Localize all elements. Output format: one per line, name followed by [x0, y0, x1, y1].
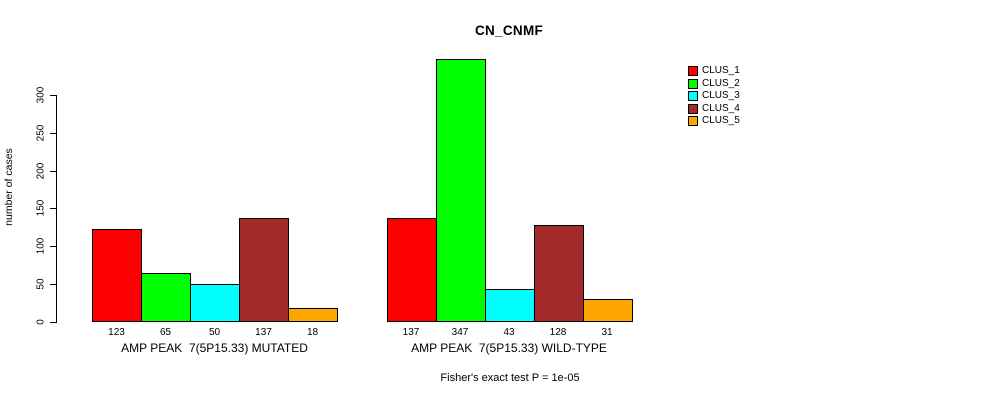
- bar-value-label: 137: [255, 327, 272, 338]
- bar-value-label: 31: [601, 327, 613, 338]
- group-label: AMP PEAK 7(5P15.33) MUTATED: [121, 341, 308, 355]
- y-axis-label: number of cases: [3, 148, 15, 226]
- y-tick-label: 50: [35, 278, 47, 290]
- bar-value-label: 65: [159, 327, 172, 338]
- y-tick-label: 250: [35, 124, 47, 142]
- y-tick-label: 0: [35, 319, 47, 325]
- bar-value-label: 43: [503, 327, 515, 338]
- y-tick-mark: [50, 133, 57, 134]
- legend-label-clus_3: CLUS_3: [702, 90, 740, 101]
- legend-label-clus_2: CLUS_2: [702, 77, 740, 89]
- bar-clus_1: [386, 218, 437, 322]
- y-tick-label: 100: [35, 237, 47, 255]
- bar-value-label: 347: [451, 327, 469, 338]
- legend-swatch-clus_2: [688, 78, 698, 89]
- bar-clus_5: [288, 308, 338, 322]
- y-tick-label: 200: [35, 162, 47, 180]
- bar-clus_3: [190, 284, 240, 322]
- fisher-test-annotation: Fisher's exact test P = 1e-05: [440, 372, 580, 384]
- bar-clus_2: [141, 273, 191, 322]
- y-tick-mark: [50, 284, 57, 285]
- y-axis-line: [56, 95, 57, 323]
- bar-value-label: 128: [549, 327, 567, 338]
- chart-title: CN_CNMF: [474, 23, 544, 38]
- bar-clus_4: [239, 218, 289, 322]
- bar-clus_4: [533, 225, 584, 322]
- y-tick-label: 300: [35, 86, 47, 104]
- legend-label-clus_1: CLUS_1: [702, 65, 740, 76]
- y-tick-mark: [50, 246, 57, 247]
- bar-value-label: 18: [306, 327, 319, 338]
- y-tick-mark: [50, 95, 57, 96]
- legend-swatch-clus_5: [688, 116, 698, 126]
- group-label: AMP PEAK 7(5P15.33) WILD-TYPE: [411, 341, 607, 355]
- bar-value-label: 123: [108, 327, 125, 338]
- bar-value-label: 50: [208, 327, 221, 338]
- y-tick-mark: [50, 322, 57, 323]
- bar-value-label: 137: [402, 327, 420, 338]
- bar-clus_5: [582, 299, 633, 322]
- y-tick-mark: [50, 208, 57, 209]
- y-tick-label: 150: [35, 199, 47, 217]
- legend-swatch-clus_1: [688, 66, 698, 76]
- legend-label-clus_4: CLUS_4: [702, 102, 740, 114]
- bar-clus_1: [92, 229, 142, 322]
- legend-swatch-clus_4: [688, 103, 698, 114]
- bar-clus_2: [435, 59, 486, 322]
- y-tick-mark: [50, 171, 57, 172]
- bar-clus_3: [484, 289, 535, 322]
- legend-swatch-clus_3: [688, 91, 698, 101]
- legend-label-clus_5: CLUS_5: [702, 115, 740, 126]
